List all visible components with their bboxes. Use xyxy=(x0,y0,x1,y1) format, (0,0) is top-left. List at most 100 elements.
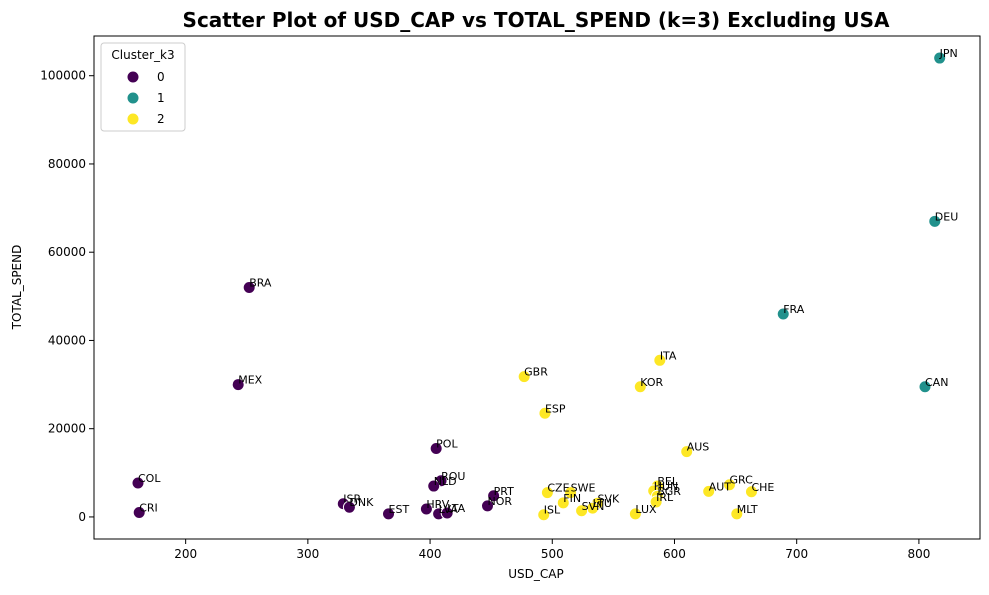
x-tick-label: 600 xyxy=(663,547,686,561)
legend-box xyxy=(100,42,186,132)
x-tick-label: 700 xyxy=(785,547,808,561)
data-point-col xyxy=(131,476,145,490)
point-label-fin: FIN xyxy=(563,492,581,505)
data-point-mex xyxy=(231,378,245,392)
x-axis-label: USD_CAP xyxy=(508,567,563,581)
legend-entry-0: 0 xyxy=(157,70,165,84)
legend-entry-2: 2 xyxy=(157,112,165,126)
point-label-bel: BEL xyxy=(657,475,678,488)
y-tick-label: 100000 xyxy=(40,69,86,83)
point-label-rou: ROU xyxy=(441,470,465,483)
data-point-prt xyxy=(487,489,501,503)
legend: Cluster_k3 0 1 2 xyxy=(100,42,186,132)
data-point-jpn xyxy=(933,51,947,65)
point-label-svk: SVK xyxy=(597,492,620,505)
data-point-dnk xyxy=(342,500,356,514)
point-label-irl: IRL xyxy=(656,491,674,504)
data-point-swe xyxy=(564,486,578,500)
point-label-swe: SWE xyxy=(571,482,596,495)
point-label-prt: PRT xyxy=(494,485,514,498)
point-label-aut: AUT xyxy=(709,480,732,493)
x-tick-label: 500 xyxy=(541,547,564,561)
point-label-aus: AUS xyxy=(687,441,710,454)
y-tick-label: 20000 xyxy=(48,422,86,436)
legend-title: Cluster_k3 xyxy=(111,48,174,62)
point-label-est: EST xyxy=(389,503,410,516)
data-point-lux xyxy=(628,507,642,521)
data-point-deu xyxy=(928,214,942,228)
point-label-nor: NOR xyxy=(488,495,513,508)
x-tick-label: 200 xyxy=(174,547,197,561)
data-point-fin xyxy=(556,496,570,510)
data-point-bra xyxy=(242,281,256,294)
point-label-dnk: DNK xyxy=(349,496,374,509)
chart-title: Scatter Plot of USD_CAP vs TOTAL_SPEND (… xyxy=(183,8,890,32)
legend-entry-1: 1 xyxy=(157,91,165,105)
point-label-grc: GRC xyxy=(729,474,753,487)
data-point-irl xyxy=(649,495,663,509)
data-point-can xyxy=(918,380,932,394)
data-point-ita xyxy=(653,353,667,367)
data-point-isl xyxy=(537,508,551,522)
data-point-che xyxy=(744,485,758,499)
y-tick-label: 80000 xyxy=(48,157,86,171)
point-label-lta: LTA xyxy=(447,502,465,515)
legend-marker-1 xyxy=(126,91,140,105)
point-label-mlt: MLT xyxy=(737,503,758,516)
data-point-pol xyxy=(429,442,443,456)
point-label-fra: FRA xyxy=(783,303,805,316)
data-point-mlt xyxy=(730,507,744,521)
point-label-hun: HUN xyxy=(654,480,679,493)
y-tick-label: 60000 xyxy=(48,245,86,259)
data-point-gbr xyxy=(517,370,531,384)
y-tick-label: 40000 xyxy=(48,333,86,347)
data-point-fra xyxy=(776,307,790,321)
point-label-cze: CZE xyxy=(547,482,569,495)
point-label-cri: CRI xyxy=(139,502,158,515)
data-point-aut xyxy=(702,484,716,498)
data-point-grc xyxy=(722,478,736,492)
point-label-bgr: BGR xyxy=(657,485,681,498)
data-point-lta xyxy=(440,506,454,520)
y-axis-label: TOTAL_SPEND xyxy=(10,245,24,331)
data-point-est xyxy=(382,507,396,521)
point-label-lva: LVA xyxy=(439,503,459,516)
point-label-mex: MEX xyxy=(238,374,262,387)
point-label-lux: LUX xyxy=(635,503,657,516)
point-label-can: CAN xyxy=(925,376,948,389)
legend-marker-2 xyxy=(126,112,140,126)
point-label-jpn: JPN xyxy=(939,47,958,60)
data-point-cze xyxy=(540,486,554,500)
point-label-col: COL xyxy=(138,472,161,485)
data-point-nld xyxy=(427,479,441,493)
x-tick-label: 400 xyxy=(419,547,442,561)
plot-frame xyxy=(93,35,981,540)
point-label-gbr: GBR xyxy=(524,366,548,379)
point-label-ita: ITA xyxy=(660,349,677,362)
point-label-isl: ISL xyxy=(544,504,561,517)
legend-marker-0 xyxy=(126,70,140,84)
point-label-pol: POL xyxy=(436,438,458,451)
x-tick-label: 300 xyxy=(296,547,319,561)
point-label-kor: KOR xyxy=(640,376,663,389)
data-point-esp xyxy=(538,406,552,420)
point-label-bra: BRA xyxy=(249,277,272,290)
data-point-nor xyxy=(481,499,495,513)
data-point-hrv xyxy=(419,502,433,516)
point-label-hrv: HRV xyxy=(426,498,449,511)
point-label-isr: ISR xyxy=(343,493,361,506)
data-point-aus xyxy=(680,445,694,459)
data-point-cri xyxy=(132,506,146,520)
point-label-esp: ESP xyxy=(545,402,566,415)
point-label-deu: DEU xyxy=(935,210,958,223)
point-label-svn: SVN xyxy=(582,500,605,513)
point-label-ltu: LTU xyxy=(593,497,612,510)
point-label-che: CHE xyxy=(751,481,774,494)
point-label-nld: NLD xyxy=(434,475,457,488)
plot-area: 200 300 400 500 600 700 800 0 20000 40000 60000 800… xyxy=(40,35,981,561)
y-tick-label: 0 xyxy=(78,510,86,524)
data-point-svn xyxy=(575,504,589,518)
x-tick-label: 800 xyxy=(907,547,930,561)
